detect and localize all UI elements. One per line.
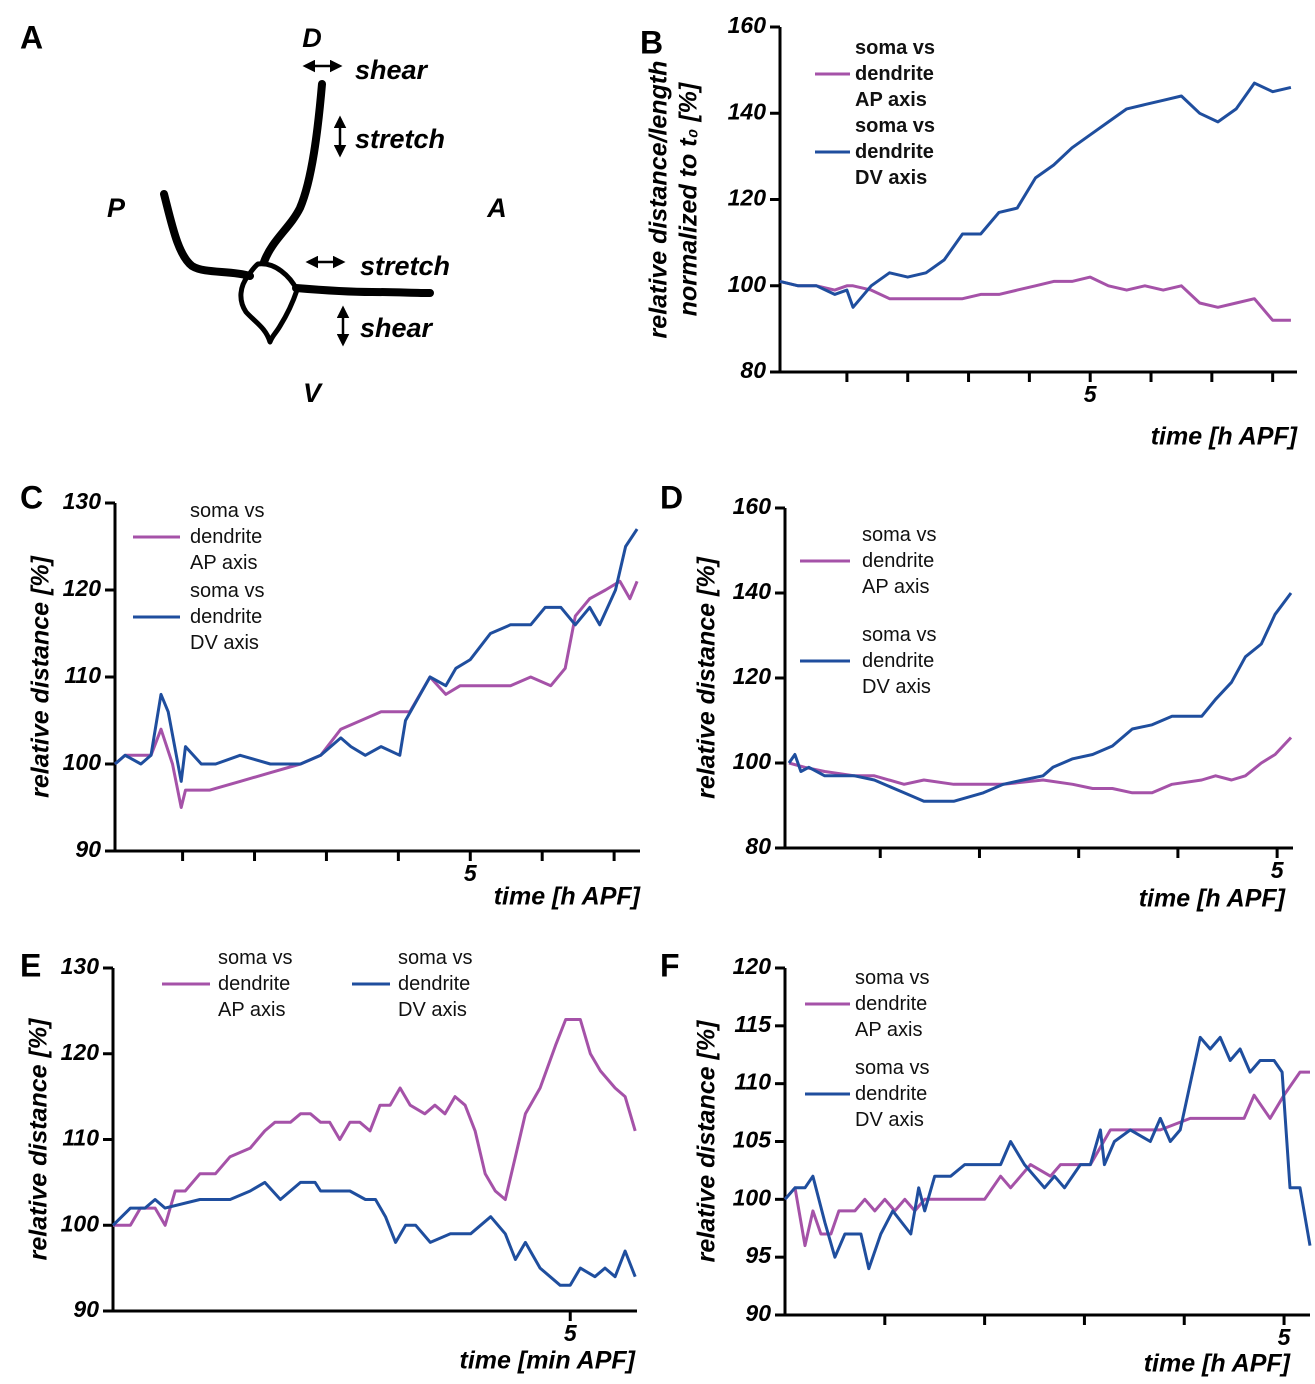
legend-label: soma vs dendrite AP axis bbox=[862, 524, 937, 598]
direction-label: P bbox=[107, 193, 126, 223]
y-tick-label: 80 bbox=[745, 833, 771, 859]
data-line bbox=[783, 1070, 1310, 1248]
y-tick-label: 100 bbox=[733, 748, 772, 774]
chart: C 90 100 110 120 130 5 time [h APF] relative dis… bbox=[20, 479, 642, 910]
y-tick-label: 90 bbox=[73, 1296, 99, 1322]
neuron bbox=[160, 80, 434, 345]
panel-label: F bbox=[660, 947, 680, 983]
x-tick-label: 5 bbox=[564, 1320, 578, 1346]
y-tick-label: 140 bbox=[728, 98, 767, 124]
force-label: stretch bbox=[355, 124, 445, 154]
y-tick-label: 95 bbox=[745, 1242, 772, 1268]
y-tick-label: 120 bbox=[63, 575, 102, 601]
y-axis-title: relative distance [%] bbox=[27, 554, 55, 797]
x-axis-title: time [h APF] bbox=[494, 883, 642, 911]
x-tick-label: 5 bbox=[464, 860, 478, 886]
y-axis-title: normalized to t₀ [%] bbox=[675, 81, 703, 316]
y-tick-label: 110 bbox=[62, 1125, 99, 1151]
x-axis-title: time [h APF] bbox=[1144, 1350, 1292, 1378]
y-tick-label: 100 bbox=[733, 1184, 772, 1210]
y-tick-label: 130 bbox=[61, 953, 100, 979]
data-line bbox=[788, 736, 1293, 795]
legend-label: soma vs dendrite DV axis bbox=[398, 947, 473, 1021]
y-tick-label: 140 bbox=[733, 578, 772, 604]
data-line bbox=[113, 1018, 637, 1227]
legend-label: soma vs dendrite DV axis bbox=[190, 580, 265, 654]
y-tick-label: 120 bbox=[733, 953, 772, 979]
legend-label: soma vs dendrite AP axis bbox=[855, 967, 930, 1041]
panel-label: E bbox=[20, 947, 41, 983]
y-tick-label: 115 bbox=[734, 1011, 772, 1037]
panel-label: D bbox=[660, 479, 683, 515]
y-axis-title: relative distance [%] bbox=[25, 1017, 53, 1260]
legend-label: soma vs dendrite DV axis bbox=[862, 624, 937, 698]
y-tick-label: 160 bbox=[728, 12, 767, 38]
legend-label: soma vs dendrite AP axis bbox=[190, 500, 265, 574]
x-axis-title: time [h APF] bbox=[1139, 885, 1287, 913]
panel-label: A bbox=[20, 19, 43, 55]
chart: B 80 100 120 140 160 5 time [h APF] relative dis… bbox=[640, 12, 1299, 451]
x-axis-title: time [min APF] bbox=[460, 1347, 637, 1375]
direction-label: D bbox=[302, 23, 322, 53]
y-tick-label: 90 bbox=[75, 836, 101, 862]
y-tick-label: 120 bbox=[61, 1039, 100, 1065]
legend-label: soma vs dendrite DV axis bbox=[855, 115, 936, 189]
y-tick-label: 160 bbox=[733, 493, 772, 519]
direction-label: A bbox=[486, 193, 507, 223]
data-line bbox=[779, 81, 1292, 309]
y-axis-title: relative distance [%] bbox=[693, 555, 721, 798]
force-label: stretch bbox=[360, 251, 450, 281]
data-line bbox=[111, 1180, 637, 1287]
x-tick-label: 5 bbox=[1271, 857, 1285, 883]
y-axis-title: relative distance/length bbox=[645, 61, 673, 339]
direction-label: V bbox=[303, 378, 323, 408]
diagram: A D P A V shear stretch stretch shear bbox=[20, 19, 507, 408]
y-tick-label: 80 bbox=[740, 357, 766, 383]
x-tick-label: 5 bbox=[1084, 381, 1098, 407]
y-tick-label: 110 bbox=[734, 1069, 771, 1095]
y-tick-label: 120 bbox=[733, 663, 772, 689]
y-tick-label: 100 bbox=[728, 271, 767, 297]
data-line bbox=[114, 579, 639, 809]
legend-label: soma vs dendrite AP axis bbox=[855, 37, 936, 111]
y-tick-label: 130 bbox=[63, 488, 102, 514]
panel-label: C bbox=[20, 479, 43, 515]
y-tick-label: 100 bbox=[61, 1210, 100, 1236]
data-line bbox=[779, 275, 1291, 322]
legend-label: soma vs dendrite AP axis bbox=[218, 947, 293, 1021]
panel-label: B bbox=[640, 24, 663, 60]
force-label: shear bbox=[360, 313, 434, 343]
y-tick-label: 100 bbox=[63, 749, 102, 775]
y-axis-title: relative distance [%] bbox=[693, 1019, 721, 1262]
data-line bbox=[787, 592, 1293, 803]
force-label: shear bbox=[355, 55, 429, 85]
y-tick-label: 110 bbox=[64, 662, 101, 688]
x-axis-title: time [h APF] bbox=[1151, 423, 1299, 451]
y-tick-label: 105 bbox=[733, 1127, 773, 1153]
data-line bbox=[114, 528, 639, 783]
x-tick-label: 5 bbox=[1278, 1324, 1292, 1350]
y-tick-label: 120 bbox=[728, 185, 767, 211]
data-line bbox=[783, 1035, 1312, 1271]
legend-label: soma vs dendrite DV axis bbox=[855, 1057, 930, 1131]
y-tick-label: 90 bbox=[745, 1300, 771, 1326]
